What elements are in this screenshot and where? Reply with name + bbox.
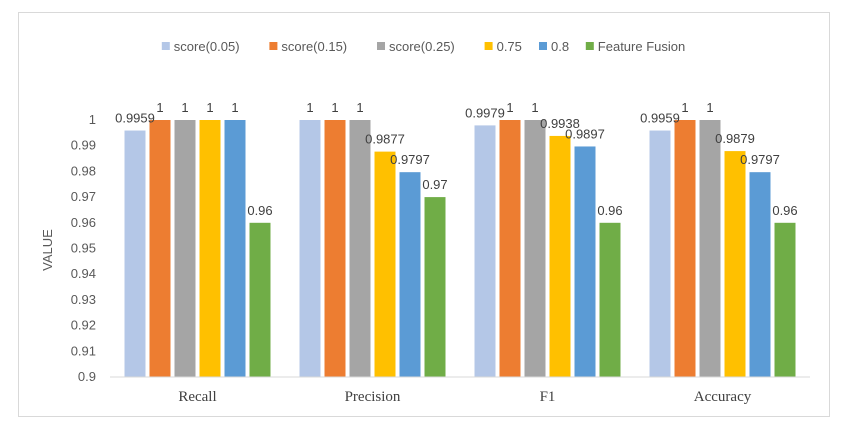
data-label: 0.9979 — [465, 105, 505, 120]
legend-label: 0.8 — [551, 39, 569, 54]
y-tick-label: 0.94 — [71, 266, 96, 281]
data-label: 0.96 — [597, 203, 622, 218]
legend-swatch — [161, 42, 170, 50]
y-tick-label: 0.91 — [71, 343, 96, 358]
legend: score(0.05) score(0.15) score(0.25) 0.75 0.8… — [161, 39, 685, 54]
data-label: 1 — [506, 100, 513, 115]
bar-precision-feature-fusion — [424, 197, 446, 377]
bar-f1-0-8 — [574, 146, 596, 377]
data-label: 0.9879 — [715, 131, 755, 146]
data-label: 0.96 — [247, 203, 272, 218]
bar-recall-feature-fusion — [249, 222, 271, 377]
legend-swatch — [377, 42, 385, 50]
bar-recall-score-0-05 — [124, 130, 146, 377]
legend-label: score(0.05) — [174, 39, 240, 54]
y-tick-label: 0.93 — [71, 292, 96, 307]
bar-recall-score-0-25 — [174, 120, 196, 377]
legend-swatch — [484, 42, 493, 50]
legend-item-score-0-15: score(0.15) — [269, 39, 347, 54]
data-label: 1 — [156, 100, 163, 115]
data-label: 0.96 — [772, 203, 797, 218]
data-label: 0.9797 — [390, 152, 430, 167]
data-label: 1 — [206, 100, 213, 115]
x-axis-ticks: Recall Precision F1 Accuracy — [178, 389, 751, 405]
bar-accuracy-feature-fusion — [774, 222, 796, 377]
bar-precision-score-0-05 — [299, 120, 321, 377]
legend-swatch — [585, 42, 594, 50]
y-tick-label: 0.96 — [71, 215, 96, 230]
data-label: 0.9877 — [365, 132, 405, 147]
legend-swatch — [269, 42, 278, 50]
bar-accuracy-0-75 — [724, 151, 746, 377]
data-label: 1 — [331, 100, 338, 115]
bar-f1-0-75 — [549, 135, 571, 377]
bar-recall-0-75 — [199, 120, 221, 377]
y-tick-label: 0.99 — [71, 138, 96, 153]
bar-accuracy-score-0-15 — [674, 120, 696, 377]
bar-precision-score-0-15 — [324, 120, 346, 377]
bar-accuracy-score-0-05 — [649, 130, 671, 377]
data-label: 0.9959 — [115, 111, 155, 126]
data-label: 0.9938 — [540, 116, 580, 131]
y-tick-label: 1 — [89, 112, 96, 127]
x-tick-label: Recall — [178, 389, 216, 405]
data-label: 1 — [181, 100, 188, 115]
y-tick-label: 0.97 — [71, 189, 96, 204]
bar-f1-score-0-25 — [524, 120, 546, 377]
bar-precision-score-0-25 — [349, 120, 371, 377]
y-tick-label: 0.95 — [71, 241, 96, 256]
bar-precision-0-8 — [399, 172, 421, 377]
y-tick-label: 0.98 — [71, 163, 96, 178]
y-tick-label: 0.9 — [78, 369, 96, 384]
bar-f1-feature-fusion — [599, 222, 621, 377]
legend-label: 0.75 — [497, 39, 522, 54]
data-label: 0.97 — [422, 177, 447, 192]
legend-item-feature-fusion: Feature Fusion — [585, 39, 685, 54]
x-tick-label: Precision — [345, 389, 401, 405]
bar-f1-score-0-05 — [474, 125, 496, 377]
y-tick-label: 0.92 — [71, 318, 96, 333]
bar-recall-score-0-15 — [149, 120, 171, 377]
legend-item-score-0-05: score(0.05) — [161, 39, 240, 54]
legend-item-0-75: 0.75 — [484, 39, 522, 54]
legend-label: Feature Fusion — [598, 39, 685, 54]
data-label: 1 — [681, 100, 688, 115]
legend-item-0-8: 0.8 — [539, 39, 569, 54]
data-label: 1 — [706, 100, 713, 115]
legend-swatch — [539, 42, 547, 50]
bar-precision-0-75 — [374, 151, 396, 377]
data-label: 0.9797 — [740, 152, 780, 167]
legend-label: score(0.15) — [281, 39, 347, 54]
y-axis-ticks: 0.9 0.91 0.92 0.93 0.94 0.95 0.96 0.97 0.98 0.99 1 — [71, 112, 96, 384]
bar-accuracy-0-8 — [749, 172, 771, 377]
data-label: 1 — [306, 100, 313, 115]
bar-f1-score-0-15 — [499, 120, 521, 377]
data-label: 1 — [531, 100, 538, 115]
legend-label: score(0.25) — [389, 39, 455, 54]
bar-accuracy-score-0-25 — [699, 120, 721, 377]
x-tick-label: F1 — [540, 389, 556, 405]
legend-item-score-0-25: score(0.25) — [377, 39, 455, 54]
x-tick-label: Accuracy — [694, 389, 752, 405]
data-label: 0.9897 — [565, 126, 605, 141]
data-label: 1 — [231, 100, 238, 115]
data-label: 1 — [356, 100, 363, 115]
bar-recall-0-8 — [224, 120, 246, 377]
bars — [124, 120, 796, 377]
data-label: 0.9959 — [640, 111, 680, 126]
y-axis-label: VALUE — [40, 229, 55, 271]
